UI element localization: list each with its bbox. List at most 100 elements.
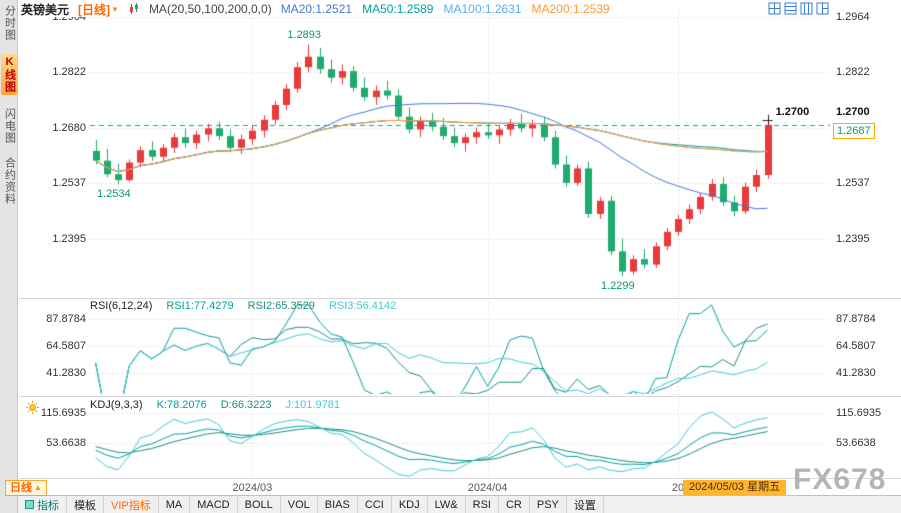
kdj-title[interactable]: KDJ(9,3,3) — [90, 399, 143, 411]
symbol-name: 英镑美元 — [21, 2, 70, 17]
price-axis-label-left: 1.2680 — [52, 121, 86, 134]
toolbar-item-12[interactable]: CR — [499, 496, 530, 513]
extreme-price-annotation: 1.2299 — [601, 279, 635, 292]
kdj-values: K:78.2076 D:66.3223 J:101.9781 — [157, 399, 340, 412]
left-sidebar: 分时图 K线图闪电图合约资料 — [0, 0, 18, 513]
rsi-value: RSI1:77.4279 — [166, 300, 234, 312]
price-axis-label-right: 1.2537 — [836, 177, 870, 190]
ma-value: MA50:1.2589 — [362, 2, 434, 16]
period-quick-button[interactable]: 日线 ▲ — [5, 480, 47, 496]
toolbar-item-label: LW& — [434, 498, 458, 511]
price-callout: 1.2700 — [775, 105, 810, 118]
toolbar-item-2[interactable]: VIP指标 — [104, 496, 159, 513]
toolbar-item-11[interactable]: RSI — [466, 496, 499, 513]
kdj-axis-label-left: 53.6638 — [46, 437, 86, 449]
period-label: [日线] — [78, 2, 111, 17]
layout-rows-icon[interactable] — [784, 2, 797, 15]
toolbar-item-label: MA — [165, 498, 183, 511]
price-axis-label-left: 1.2395 — [52, 232, 86, 245]
rsi-title[interactable]: RSI(6,12,24) — [90, 300, 153, 312]
toolbar-item-9[interactable]: KDJ — [392, 496, 428, 513]
sidebar-tab-2[interactable]: 闪电图 — [3, 108, 16, 144]
panel-separator — [19, 478, 901, 479]
time-axis-label-1: 2024/04 — [467, 482, 508, 494]
ma-value: MA20:1.2521 — [280, 2, 353, 16]
toolbar-item-1[interactable]: 模板 — [67, 496, 104, 513]
sidebar-tab-0[interactable]: 分时图 — [3, 5, 16, 41]
toolbar-item-label: MACD — [197, 498, 230, 511]
toolbar-item-5[interactable]: BOLL — [238, 496, 281, 513]
price-axis-label-right: 1.2964 — [836, 11, 870, 23]
indicator-toolbar: 指标 模板 VIP指标 MA MACD BOLL VOL BIAS CCI KDJ LW& RSI CR… — [18, 495, 901, 513]
layout-mixed-icon[interactable] — [816, 2, 829, 15]
layout-grid-icon[interactable] — [768, 2, 781, 15]
kdj-axis-label-right: 115.6935 — [836, 407, 882, 419]
rsi-axis-label-right: 87.8784 — [836, 313, 876, 325]
kdj-header: KDJ(9,3,3) K:78.2076 D:66.3223 J:101.9781 — [90, 399, 340, 412]
toolbar-item-7[interactable]: BIAS — [318, 496, 358, 513]
kdj-value: D:66.3223 — [220, 399, 272, 411]
ma-settings-label: MA(20,50,100,200,0,0) — [148, 2, 272, 16]
rsi-axis-label-right: 64.5807 — [836, 339, 876, 352]
toolbar-item-6[interactable]: VOL — [281, 496, 318, 513]
indicator-settings-icon[interactable] — [26, 401, 39, 414]
sidebar-tab-3[interactable]: 合约资料 — [3, 157, 16, 205]
toolbar-item-label: BIAS — [324, 498, 350, 511]
rsi-value: RSI2:65.3529 — [247, 300, 315, 312]
toolbar-item-4[interactable]: MACD — [190, 496, 238, 513]
chevron-down-icon: ▼ — [111, 4, 119, 14]
toolbar-item-label: RSI — [472, 498, 491, 511]
sidebar-tab-1[interactable]: K线图 — [0, 54, 17, 95]
period-selector[interactable]: [日线] ▼ — [78, 1, 119, 18]
toolbar-item-label: CR — [505, 498, 522, 511]
time-axis-label-2: 20 — [671, 482, 685, 494]
toolbar-item-label: 设置 — [573, 499, 596, 512]
extreme-price-annotation: 1.2893 — [287, 28, 322, 41]
watermark: FX678 — [793, 463, 887, 496]
current-price-marker: 1.2687 — [833, 122, 875, 139]
toolbar-item-label: CCI — [364, 498, 384, 511]
layout-icons — [768, 2, 829, 15]
layout-columns-icon[interactable] — [800, 2, 813, 15]
kdj-axis-label-left: 115.6935 — [40, 407, 86, 419]
cursor-date-label: 2024/05/03 星期五 — [683, 480, 787, 495]
toolbar-item-label: VIP指标 — [111, 499, 151, 512]
extreme-price-annotation: 1.2534 — [97, 188, 131, 201]
rsi-header: RSI(6,12,24) RSI1:77.4279 RSI2:65.3529 RSI… — [90, 300, 396, 313]
toolbar-item-label: VOL — [287, 498, 310, 511]
rsi-value: RSI3:56.4142 — [328, 300, 397, 312]
rsi-values: RSI1:77.4279 RSI2:65.3529 RSI3:56.4142 — [166, 300, 396, 313]
session-high-axis-label: 1.2700 — [836, 105, 870, 118]
toolbar-item-label: PSY — [536, 498, 559, 511]
price-axis-label-right: 1.2395 — [836, 232, 870, 245]
price-axis-label-left: 1.2822 — [52, 66, 86, 79]
candlestick-icon[interactable] — [128, 3, 140, 15]
indicator-grid-icon — [25, 500, 34, 509]
ma-value: MA200:1.2539 — [531, 2, 610, 16]
toolbar-item-8[interactable]: CCI — [358, 496, 392, 513]
rsi-axis-label-right: 41.2830 — [836, 366, 876, 379]
rsi-axis-label-left: 41.2830 — [46, 366, 86, 379]
chart-header: 英镑美元 [日线] ▼ MA(20,50,100,200,0,0) MA20:1… — [21, 1, 624, 17]
rsi-axis-label-left: 87.8784 — [46, 313, 86, 325]
panel-separator — [19, 396, 901, 397]
toolbar-item-label: 模板 — [74, 499, 96, 512]
toolbar-item-14[interactable]: 设置 — [567, 496, 604, 513]
toolbar-item-label: KDJ — [398, 498, 420, 511]
panel-separator — [19, 298, 901, 299]
toolbar-item-3[interactable]: MA — [159, 496, 191, 513]
kdj-value: K:78.2076 — [156, 399, 207, 411]
ma-value: MA100:1.2631 — [443, 2, 522, 16]
rsi-axis-label-left: 64.5807 — [46, 339, 86, 352]
price-axis-label-right: 1.2822 — [836, 66, 870, 79]
toolbar-item-label: BOLL — [244, 498, 273, 511]
kdj-axis-label-right: 53.6638 — [836, 437, 876, 449]
toolbar-item-0[interactable]: 指标 — [18, 496, 67, 513]
ma-values: MA20:1.2521 MA50:1.2589 MA100:1.2631 MA200:… — [281, 2, 620, 16]
toolbar-item-13[interactable]: PSY — [530, 496, 567, 513]
price-axis-label-left: 1.2537 — [52, 177, 86, 190]
toolbar-item-10[interactable]: LW& — [428, 496, 466, 513]
period-quick-label: 日线 — [10, 482, 32, 494]
